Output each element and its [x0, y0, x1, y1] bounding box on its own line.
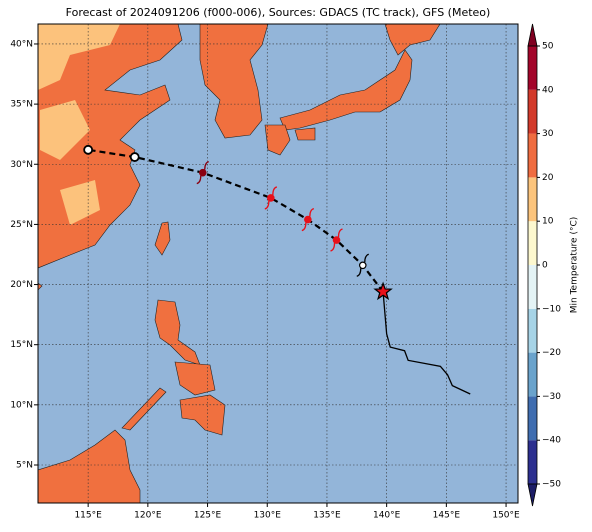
colorbar-tick-label: −40 — [542, 436, 561, 446]
colorbar-tick-label: −30 — [542, 392, 561, 402]
x-tick-label: 120°E — [134, 511, 162, 521]
korea — [199, 24, 269, 139]
track-point — [83, 144, 94, 155]
land — [38, 24, 441, 503]
colorbar-bin — [528, 177, 537, 222]
colorbar-label: Min Temperature (°C) — [570, 217, 580, 314]
y-tick-label: 40°N — [10, 39, 33, 49]
track-line — [382, 291, 471, 395]
colorbar-extend-high — [527, 23, 538, 47]
x-tick-label: 130°E — [254, 511, 282, 521]
x-tick-label: 135°E — [313, 511, 341, 521]
typhoon-arm — [337, 228, 343, 238]
typhoon-arm — [204, 161, 209, 170]
colorbar-bin — [528, 221, 537, 265]
typhoon-arm — [309, 207, 315, 217]
colorbar-bin — [528, 89, 537, 134]
colorbar-tick-label: 30 — [542, 129, 554, 139]
typhoon-symbol — [264, 186, 278, 210]
typhoon-eye — [304, 215, 312, 224]
typhoon-arm — [356, 268, 362, 277]
typhoon-eye — [198, 168, 207, 177]
colorbar-bin — [528, 265, 537, 309]
colorbar-bin — [528, 133, 537, 178]
typhoon-eye — [332, 236, 341, 244]
colorbar-bin — [528, 440, 537, 484]
kyushu — [264, 124, 291, 156]
typhoon-symbol — [330, 228, 343, 252]
typhoon-arm — [272, 186, 278, 195]
colorbar-tick-label: −50 — [542, 480, 561, 490]
y-tick-label: 20°N — [10, 280, 33, 290]
colorbar-bin — [528, 308, 537, 353]
track-point — [129, 152, 140, 162]
colorbar-bin — [528, 352, 537, 397]
colorbar-tick-label: −10 — [542, 304, 561, 314]
colorbar-tick-label: 20 — [542, 173, 554, 183]
typhoon-eye — [358, 261, 367, 270]
colorbar-tick-label: 0 — [542, 261, 548, 271]
typhoon-arm — [364, 253, 369, 263]
taiwan — [154, 221, 171, 256]
y-tick-label: 25°N — [10, 220, 33, 230]
pale-area — [40, 100, 90, 160]
map-frame — [37, 23, 519, 504]
x-tick-label: 125°E — [194, 511, 222, 521]
overlay — [38, 24, 518, 503]
x-tick-label: 115°E — [74, 511, 102, 521]
typhoon-symbol — [356, 253, 369, 277]
typhoon-arm — [330, 243, 336, 252]
colorbar-bin — [528, 396, 537, 441]
colorbar-tick-label: 10 — [542, 217, 554, 227]
chart-title: Forecast of 2024091206 (f000-006), Sourc… — [66, 6, 491, 19]
typhoon-symbol — [196, 161, 209, 185]
current-position — [373, 281, 393, 301]
x-tick-label: 150°E — [492, 511, 520, 521]
colorbar-bin — [528, 46, 537, 90]
typhoon-arm — [264, 200, 270, 210]
y-tick-label: 15°N — [10, 340, 33, 350]
colorbar-tick-label: 40 — [542, 85, 554, 95]
typhoon-eye — [267, 194, 275, 202]
shikoku — [294, 127, 316, 141]
y-tick-label: 30°N — [10, 160, 33, 170]
typhoon-arm — [196, 175, 202, 185]
pale-area — [38, 24, 120, 90]
colorbar-tick-label: 50 — [542, 42, 554, 52]
x-tick-label: 140°E — [373, 511, 401, 521]
y-tick-label: 5°N — [16, 460, 33, 470]
palawan — [121, 387, 167, 431]
x-tick-label: 145°E — [433, 511, 461, 521]
visayas — [174, 361, 216, 396]
honshu — [279, 49, 413, 131]
pale-area — [60, 180, 100, 225]
typhoon-symbol — [301, 207, 315, 232]
borneo — [38, 429, 141, 503]
colorbar-extend-low — [527, 483, 538, 507]
colorbar-tick-label: −20 — [542, 348, 561, 358]
y-tick-label: 10°N — [10, 400, 33, 410]
hokkaido — [384, 24, 441, 56]
typhoon-arm — [301, 222, 307, 232]
y-tick-label: 35°N — [10, 100, 33, 110]
